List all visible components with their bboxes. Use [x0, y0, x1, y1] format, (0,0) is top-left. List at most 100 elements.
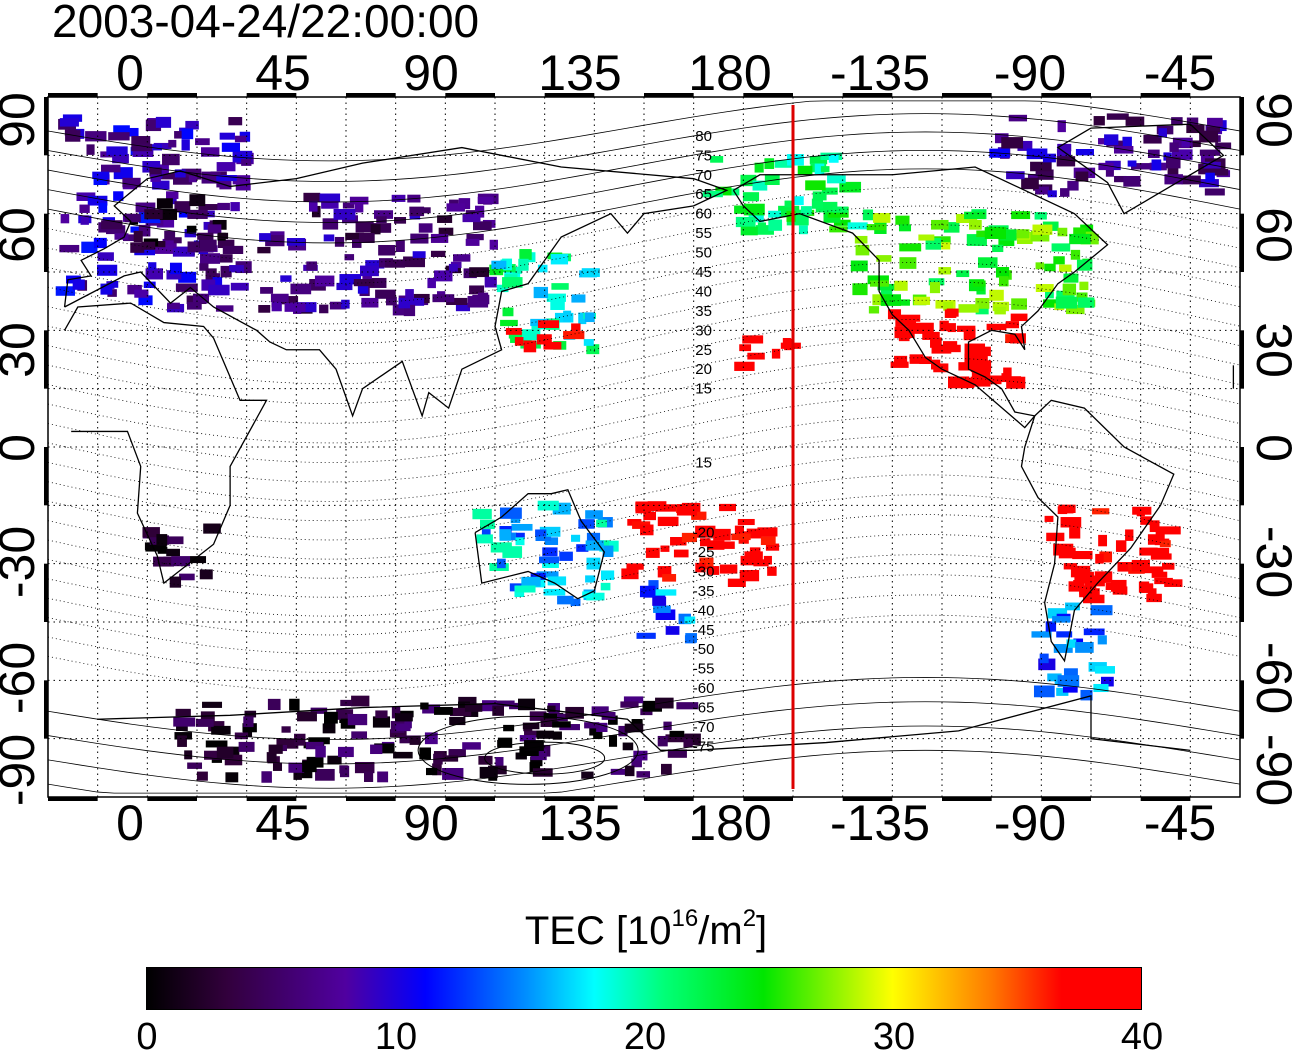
tec-cell — [943, 302, 953, 311]
tec-cell — [302, 760, 317, 773]
tec-cell — [172, 246, 195, 257]
tec-cell — [563, 331, 585, 340]
tec-cell — [715, 186, 732, 196]
tec-cell — [1125, 529, 1134, 541]
frame-tick — [1140, 93, 1191, 97]
tec-cell — [1151, 159, 1162, 171]
tec-cell — [596, 722, 608, 733]
tec-cell — [681, 532, 698, 543]
tec-cell — [1010, 313, 1028, 322]
tec-cell — [199, 263, 209, 271]
tec-cell — [1055, 296, 1078, 309]
tec-cell — [200, 253, 221, 264]
tec-cell — [144, 209, 163, 220]
tec-cell — [1205, 172, 1215, 182]
frame-tick — [644, 797, 694, 801]
frame-tick — [1240, 680, 1244, 739]
tec-cell — [586, 344, 600, 355]
tec-cell — [512, 266, 523, 274]
tec-cell — [378, 244, 396, 256]
tec-cell — [930, 337, 942, 348]
tec-cell — [1044, 515, 1054, 522]
tec-cell — [1077, 297, 1095, 308]
tec-cell — [699, 557, 714, 570]
tec-cell — [956, 377, 975, 389]
lon-bottom-label: -45 — [1143, 795, 1217, 851]
tec-cell — [1035, 284, 1054, 293]
tec-cell — [155, 116, 172, 128]
tec-cell — [502, 307, 514, 317]
tec-cell — [315, 745, 326, 758]
tec-cell — [497, 737, 513, 748]
tec-cell — [1047, 673, 1062, 682]
tec-cell — [97, 264, 118, 276]
tec-cell — [852, 283, 868, 296]
tec-cell — [1181, 139, 1190, 147]
tec-cell — [174, 131, 183, 139]
tec-cell — [1057, 675, 1080, 687]
tec-cell — [1094, 666, 1116, 674]
tec-cell — [570, 598, 581, 607]
tec-cell — [654, 504, 677, 512]
tec-cell — [1206, 125, 1221, 133]
tec-cell — [1147, 149, 1160, 158]
tec-cell — [198, 204, 219, 211]
tec-cell — [753, 559, 769, 567]
tec-cell — [1204, 188, 1225, 196]
tec-cell — [1056, 631, 1073, 638]
tec-cell — [186, 302, 202, 310]
tec-cell — [424, 732, 438, 745]
magnetic-latitude-contour — [48, 677, 1240, 741]
magnetic-latitude-label: -60 — [693, 680, 715, 697]
tec-cell — [608, 735, 618, 747]
frame-tick — [445, 93, 495, 97]
magnetic-latitude-label: 15 — [695, 381, 712, 398]
tec-cell — [963, 328, 976, 341]
tec-cell — [1164, 579, 1183, 587]
tec-cell — [631, 758, 642, 768]
tec-cell — [523, 340, 537, 353]
tec-cell — [1044, 288, 1054, 299]
tec-cell — [1199, 130, 1219, 143]
tec-cell — [405, 289, 414, 301]
tec-cell — [289, 698, 300, 711]
tec-cell — [543, 588, 566, 596]
tec-cell — [1115, 540, 1127, 552]
tec-cell — [370, 744, 383, 755]
tec-cell — [899, 257, 917, 269]
tec-cell — [719, 564, 738, 574]
tec-cell — [265, 235, 285, 247]
tec-cell — [964, 353, 984, 364]
tec-cell — [219, 177, 232, 190]
tec-cell — [1056, 149, 1072, 158]
lon-bottom-label: -90 — [993, 795, 1067, 851]
tec-cell — [719, 503, 737, 512]
tec-cell — [938, 267, 951, 275]
tec-cell — [636, 632, 656, 639]
tec-cell — [944, 309, 957, 318]
tec-cell — [467, 296, 489, 308]
tec-cell — [676, 504, 698, 516]
tec-cell — [529, 762, 541, 773]
tec-cell — [571, 534, 581, 542]
coastline — [1020, 399, 1175, 663]
tec-cell — [216, 162, 236, 172]
tec-cell — [786, 210, 796, 222]
tec-cell — [1035, 262, 1045, 270]
tec-cell — [1017, 140, 1033, 151]
tec-cell — [602, 545, 614, 558]
tec-cell — [395, 240, 405, 252]
tec-cell — [1053, 644, 1073, 653]
tec-cell — [293, 768, 302, 780]
tec-cell — [339, 274, 361, 285]
tec-cell — [660, 545, 670, 552]
tec-cell — [742, 335, 764, 344]
frame-tick — [147, 797, 197, 801]
tec-cell — [833, 219, 851, 226]
tec-cell — [306, 261, 317, 271]
frame-tick — [445, 797, 495, 801]
tec-cell — [1016, 229, 1030, 239]
tec-cell — [87, 195, 108, 206]
coastline — [693, 695, 1191, 751]
frame-tick — [48, 93, 98, 97]
